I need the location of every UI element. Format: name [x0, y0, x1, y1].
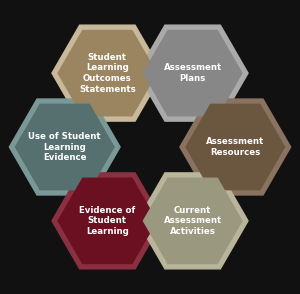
Polygon shape [58, 178, 157, 263]
Polygon shape [52, 25, 163, 121]
Polygon shape [143, 178, 242, 263]
Text: Assessment
Resources: Assessment Resources [206, 137, 264, 157]
Polygon shape [137, 173, 248, 269]
Polygon shape [16, 104, 114, 190]
Text: Assessment
Plans: Assessment Plans [164, 63, 222, 83]
Text: Student
Learning
Outcomes
Statements: Student Learning Outcomes Statements [79, 53, 136, 94]
Polygon shape [180, 99, 291, 195]
Polygon shape [9, 99, 120, 195]
Text: Evidence of
Student
Learning: Evidence of Student Learning [79, 206, 136, 236]
Polygon shape [58, 31, 157, 116]
Polygon shape [52, 173, 163, 269]
Text: Use of Student
Learning
Evidence: Use of Student Learning Evidence [28, 132, 101, 162]
Polygon shape [186, 104, 284, 190]
Polygon shape [143, 31, 242, 116]
Polygon shape [137, 25, 248, 121]
Text: Current
Assessment
Activities: Current Assessment Activities [164, 206, 222, 236]
